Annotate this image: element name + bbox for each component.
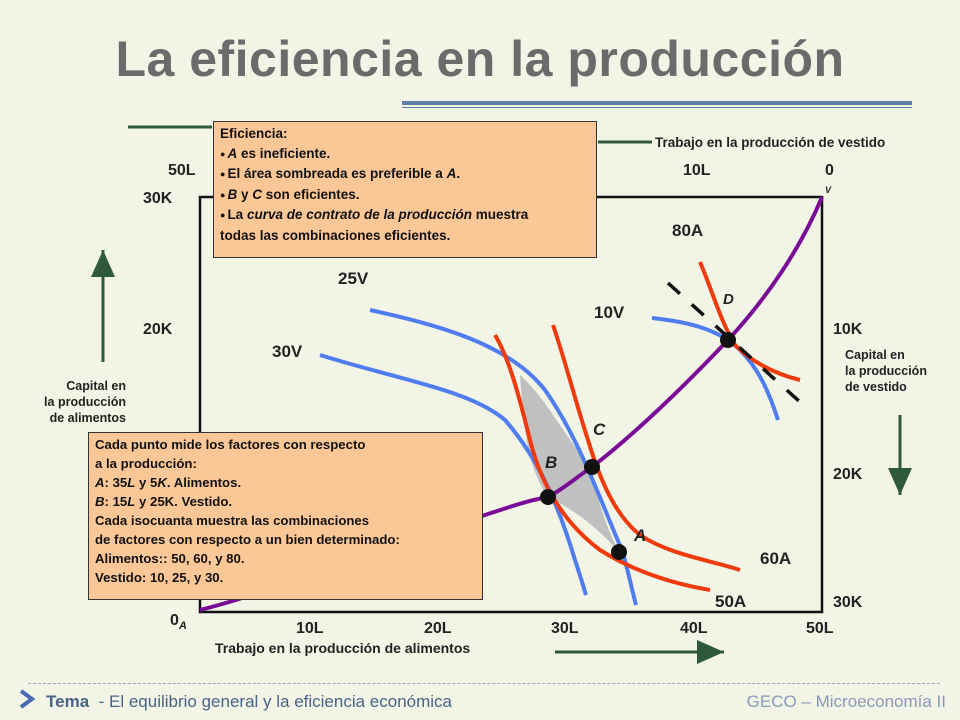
efficiency-bullet-4: La curva de contrato de la producción mu… <box>220 205 590 226</box>
point-B-dot <box>540 489 556 505</box>
isoquant-60A <box>551 324 741 572</box>
isoquant-30V <box>319 353 588 596</box>
efficiency-heading: Eficiencia: <box>220 126 288 141</box>
point-D-label: D <box>723 291 734 308</box>
measure-line-A: A: 35L y 5K. Alimentos. <box>95 475 242 490</box>
point-A-label: A <box>634 526 647 545</box>
bottom-tick-50L: 50L <box>806 620 834 637</box>
label-60A: 60A <box>760 549 792 568</box>
label-10V: 10V <box>594 303 625 322</box>
shaded-area <box>520 375 619 552</box>
bottom-tick-10L: 10L <box>296 620 324 637</box>
left-axis-caption: Capital en la producción de alimentos <box>44 379 126 425</box>
chevron-right-icon <box>19 689 36 709</box>
left-tick-20K: 20K <box>143 321 173 338</box>
title-rule <box>402 101 912 105</box>
efficiency-bullet-1: A es ineficiente. <box>220 144 590 165</box>
label-30V: 30V <box>272 342 303 361</box>
point-B-label: B <box>545 453 558 472</box>
point-D-dot <box>720 332 736 348</box>
origin-V-sub: V <box>825 185 832 195</box>
measure-line-B: B: 15L y 25K. Vestido. <box>95 494 233 509</box>
isoquant-10V <box>651 316 780 421</box>
footer-divider <box>28 683 940 684</box>
measurement-callout: Cada punto mide los factores con respect… <box>88 432 483 600</box>
bottom-axis-title: Trabajo en la producción de alimentos <box>215 640 471 656</box>
top-axis-title: Trabajo en la producción de vestido <box>655 135 886 150</box>
origin-A-label: 0A <box>170 612 187 633</box>
efficiency-bullet-4-line2: todas las combinaciones eficientes. <box>220 227 451 243</box>
top-tick-10L: 10L <box>683 162 711 179</box>
origin-A-sub: A <box>178 620 187 633</box>
left-tick-30K: 30K <box>143 190 173 207</box>
point-C-label: C <box>593 420 606 439</box>
bottom-tick-20L: 20L <box>424 620 452 637</box>
page-title: La eficiencia en la producción <box>115 31 845 87</box>
right-tick-20K: 20K <box>833 466 863 483</box>
right-axis-caption: Capital en la producción de vestido <box>845 348 927 394</box>
title-rule-thin <box>402 107 912 108</box>
top-tick-0: 0 <box>825 162 834 179</box>
efficiency-bullet-3: B y C son eficientes. <box>220 185 590 206</box>
isoquant-80A <box>698 261 801 382</box>
efficiency-bullet-2: El área sombreada es preferible a A. <box>220 164 590 185</box>
footer-course: GECO – Microeconomía II <box>746 692 946 711</box>
label-25V: 25V <box>338 269 369 288</box>
point-A-dot <box>611 544 627 560</box>
bottom-tick-40L: 40L <box>680 620 708 637</box>
label-50A: 50A <box>715 592 747 611</box>
bottom-tick-30L: 30L <box>551 620 579 637</box>
label-80A: 80A <box>672 221 704 240</box>
top-tick-50L: 50L <box>168 162 196 179</box>
point-C-dot <box>584 459 600 475</box>
footer-topic: Tema - El equilibrio general y la eficie… <box>46 692 453 711</box>
efficiency-callout: Eficiencia: A es ineficiente. El área so… <box>213 121 597 258</box>
right-tick-30K: 30K <box>833 594 863 611</box>
right-tick-10K: 10K <box>833 321 863 338</box>
